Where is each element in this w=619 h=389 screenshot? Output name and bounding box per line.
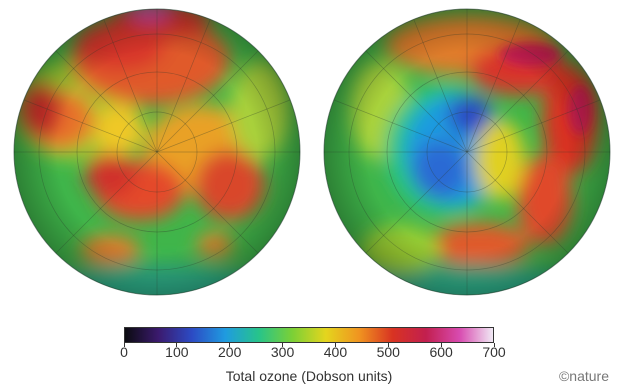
ozone-globes (13, 8, 611, 296)
colorbar (123, 327, 495, 347)
colorbar-tick-label: 700 (482, 344, 506, 360)
colorbar-tick-label: 300 (270, 344, 295, 360)
colorbar-title: Total ozone (Dobson units) (225, 368, 393, 384)
graticule-left (14, 9, 300, 295)
colorbar-tick (440, 343, 442, 347)
colorbar-gradient (124, 327, 494, 343)
colorbar-tick-label: 100 (165, 344, 189, 360)
colorbar-tick (229, 343, 231, 347)
colorbar-tick (282, 343, 284, 347)
colorbar-tick-label: 0 (120, 344, 128, 360)
colorbar-tick-label: 200 (218, 344, 242, 360)
colorbar-tick (493, 343, 495, 347)
colorbar-tick (176, 343, 178, 347)
colorbar-tick-label: 400 (323, 344, 348, 360)
colorbar-tick (123, 343, 125, 347)
colorbar-tick-label: 600 (429, 344, 453, 360)
nature-credit: ©nature (558, 368, 609, 384)
colorbar-tick (387, 343, 389, 347)
colorbar-tick-label: 500 (376, 344, 400, 360)
graticule-right (324, 9, 610, 295)
colorbar-tick (334, 343, 336, 347)
